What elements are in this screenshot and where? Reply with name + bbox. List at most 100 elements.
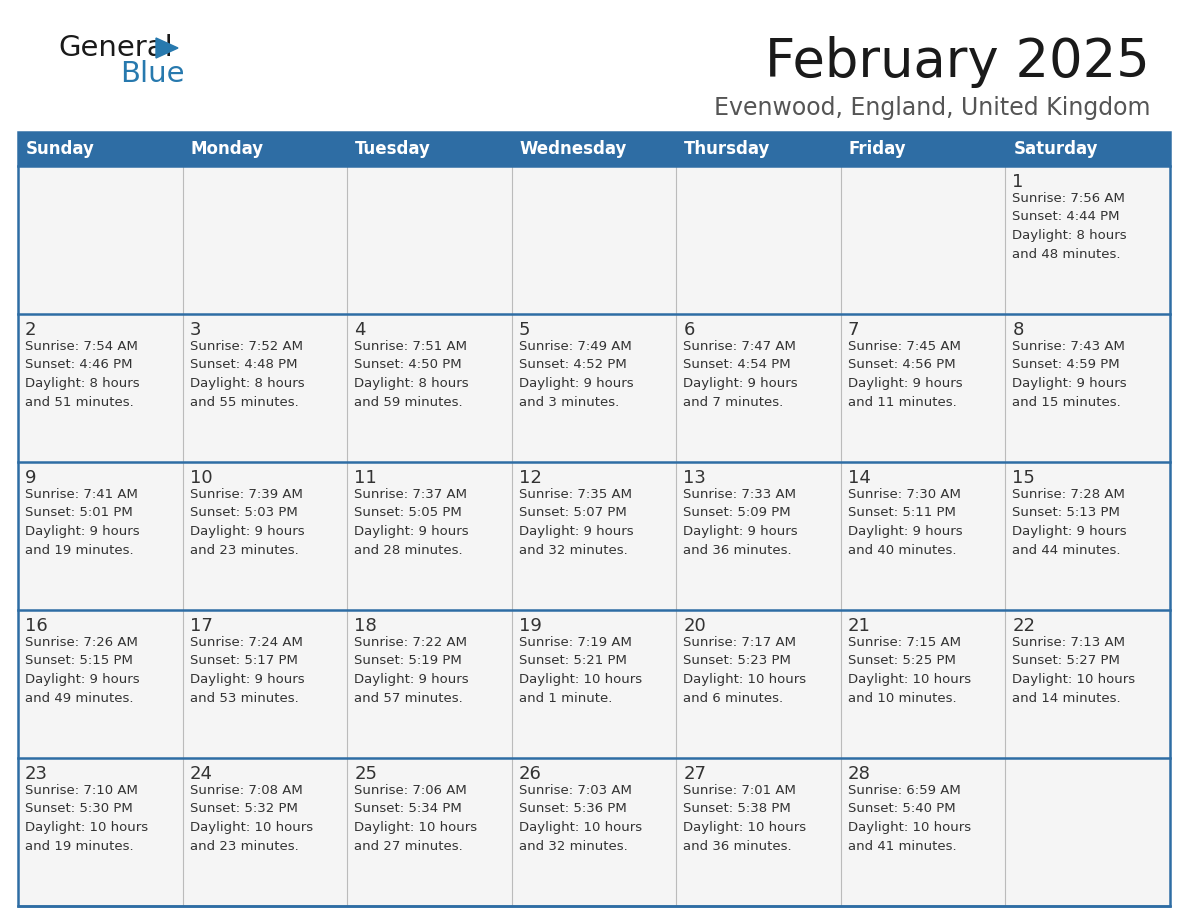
Text: 18: 18 <box>354 617 377 635</box>
Text: Monday: Monday <box>190 140 264 158</box>
Text: Sunrise: 7:03 AM
Sunset: 5:36 PM
Daylight: 10 hours
and 32 minutes.: Sunrise: 7:03 AM Sunset: 5:36 PM Dayligh… <box>519 784 642 853</box>
Text: 26: 26 <box>519 765 542 783</box>
Text: February 2025: February 2025 <box>765 36 1150 88</box>
Text: 14: 14 <box>848 469 871 487</box>
Bar <box>676 758 841 906</box>
Text: Tuesday: Tuesday <box>355 140 431 158</box>
Text: Sunrise: 7:49 AM
Sunset: 4:52 PM
Daylight: 9 hours
and 3 minutes.: Sunrise: 7:49 AM Sunset: 4:52 PM Dayligh… <box>519 340 633 409</box>
Bar <box>1005 758 1170 906</box>
Text: 6: 6 <box>683 321 695 339</box>
Text: Sunrise: 7:47 AM
Sunset: 4:54 PM
Daylight: 9 hours
and 7 minutes.: Sunrise: 7:47 AM Sunset: 4:54 PM Dayligh… <box>683 340 798 409</box>
Bar <box>1005 610 1170 758</box>
Text: Wednesday: Wednesday <box>519 140 627 158</box>
Text: 7: 7 <box>848 321 859 339</box>
Bar <box>347 758 512 906</box>
Bar <box>676 462 841 610</box>
Text: Sunrise: 7:41 AM
Sunset: 5:01 PM
Daylight: 9 hours
and 19 minutes.: Sunrise: 7:41 AM Sunset: 5:01 PM Dayligh… <box>25 488 140 556</box>
Text: Sunrise: 7:24 AM
Sunset: 5:17 PM
Daylight: 9 hours
and 53 minutes.: Sunrise: 7:24 AM Sunset: 5:17 PM Dayligh… <box>190 636 304 704</box>
Bar <box>512 462 676 610</box>
Text: Sunrise: 6:59 AM
Sunset: 5:40 PM
Daylight: 10 hours
and 41 minutes.: Sunrise: 6:59 AM Sunset: 5:40 PM Dayligh… <box>848 784 971 853</box>
Text: 24: 24 <box>190 765 213 783</box>
Text: 12: 12 <box>519 469 542 487</box>
Text: Sunrise: 7:13 AM
Sunset: 5:27 PM
Daylight: 10 hours
and 14 minutes.: Sunrise: 7:13 AM Sunset: 5:27 PM Dayligh… <box>1012 636 1136 704</box>
Text: Sunrise: 7:08 AM
Sunset: 5:32 PM
Daylight: 10 hours
and 23 minutes.: Sunrise: 7:08 AM Sunset: 5:32 PM Dayligh… <box>190 784 312 853</box>
Text: Sunrise: 7:39 AM
Sunset: 5:03 PM
Daylight: 9 hours
and 23 minutes.: Sunrise: 7:39 AM Sunset: 5:03 PM Dayligh… <box>190 488 304 556</box>
Bar <box>347 314 512 462</box>
Bar <box>512 314 676 462</box>
Text: 15: 15 <box>1012 469 1035 487</box>
Bar <box>18 314 183 462</box>
Bar <box>18 462 183 610</box>
Text: 2: 2 <box>25 321 37 339</box>
Text: Sunrise: 7:06 AM
Sunset: 5:34 PM
Daylight: 10 hours
and 27 minutes.: Sunrise: 7:06 AM Sunset: 5:34 PM Dayligh… <box>354 784 478 853</box>
Bar <box>841 166 1005 314</box>
Bar <box>841 610 1005 758</box>
Bar <box>676 166 841 314</box>
Text: 3: 3 <box>190 321 201 339</box>
Bar <box>676 314 841 462</box>
Bar <box>841 314 1005 462</box>
Text: 21: 21 <box>848 617 871 635</box>
Text: 19: 19 <box>519 617 542 635</box>
Text: 23: 23 <box>25 765 48 783</box>
Text: Sunrise: 7:54 AM
Sunset: 4:46 PM
Daylight: 8 hours
and 51 minutes.: Sunrise: 7:54 AM Sunset: 4:46 PM Dayligh… <box>25 340 140 409</box>
Text: Sunrise: 7:22 AM
Sunset: 5:19 PM
Daylight: 9 hours
and 57 minutes.: Sunrise: 7:22 AM Sunset: 5:19 PM Dayligh… <box>354 636 469 704</box>
Text: Sunrise: 7:52 AM
Sunset: 4:48 PM
Daylight: 8 hours
and 55 minutes.: Sunrise: 7:52 AM Sunset: 4:48 PM Dayligh… <box>190 340 304 409</box>
Text: Sunrise: 7:33 AM
Sunset: 5:09 PM
Daylight: 9 hours
and 36 minutes.: Sunrise: 7:33 AM Sunset: 5:09 PM Dayligh… <box>683 488 798 556</box>
Bar <box>18 132 1170 166</box>
Bar <box>347 610 512 758</box>
Text: 22: 22 <box>1012 617 1036 635</box>
Text: Friday: Friday <box>849 140 906 158</box>
Bar <box>841 758 1005 906</box>
Text: 25: 25 <box>354 765 377 783</box>
Bar <box>183 166 347 314</box>
Text: 16: 16 <box>25 617 48 635</box>
Text: 4: 4 <box>354 321 366 339</box>
Bar <box>512 166 676 314</box>
Bar <box>18 758 183 906</box>
Text: Sunrise: 7:56 AM
Sunset: 4:44 PM
Daylight: 8 hours
and 48 minutes.: Sunrise: 7:56 AM Sunset: 4:44 PM Dayligh… <box>1012 192 1127 261</box>
Text: Saturday: Saturday <box>1013 140 1098 158</box>
Text: 11: 11 <box>354 469 377 487</box>
Text: Sunrise: 7:26 AM
Sunset: 5:15 PM
Daylight: 9 hours
and 49 minutes.: Sunrise: 7:26 AM Sunset: 5:15 PM Dayligh… <box>25 636 140 704</box>
Bar <box>1005 462 1170 610</box>
Bar <box>1005 166 1170 314</box>
Text: General: General <box>58 34 172 62</box>
Text: 28: 28 <box>848 765 871 783</box>
Bar <box>18 610 183 758</box>
Text: 5: 5 <box>519 321 530 339</box>
Bar <box>676 610 841 758</box>
Text: 9: 9 <box>25 469 37 487</box>
Bar <box>1005 314 1170 462</box>
Text: 1: 1 <box>1012 173 1024 191</box>
Bar <box>183 610 347 758</box>
Text: 8: 8 <box>1012 321 1024 339</box>
Text: Sunrise: 7:19 AM
Sunset: 5:21 PM
Daylight: 10 hours
and 1 minute.: Sunrise: 7:19 AM Sunset: 5:21 PM Dayligh… <box>519 636 642 704</box>
Bar <box>183 462 347 610</box>
Text: Sunrise: 7:15 AM
Sunset: 5:25 PM
Daylight: 10 hours
and 10 minutes.: Sunrise: 7:15 AM Sunset: 5:25 PM Dayligh… <box>848 636 971 704</box>
Polygon shape <box>156 38 178 58</box>
Bar <box>347 462 512 610</box>
Text: Sunrise: 7:30 AM
Sunset: 5:11 PM
Daylight: 9 hours
and 40 minutes.: Sunrise: 7:30 AM Sunset: 5:11 PM Dayligh… <box>848 488 962 556</box>
Text: 10: 10 <box>190 469 213 487</box>
Text: Sunrise: 7:10 AM
Sunset: 5:30 PM
Daylight: 10 hours
and 19 minutes.: Sunrise: 7:10 AM Sunset: 5:30 PM Dayligh… <box>25 784 148 853</box>
Text: Sunrise: 7:45 AM
Sunset: 4:56 PM
Daylight: 9 hours
and 11 minutes.: Sunrise: 7:45 AM Sunset: 4:56 PM Dayligh… <box>848 340 962 409</box>
Bar <box>183 758 347 906</box>
Bar <box>512 758 676 906</box>
Bar <box>512 610 676 758</box>
Text: Sunday: Sunday <box>26 140 95 158</box>
Text: Sunrise: 7:43 AM
Sunset: 4:59 PM
Daylight: 9 hours
and 15 minutes.: Sunrise: 7:43 AM Sunset: 4:59 PM Dayligh… <box>1012 340 1127 409</box>
Text: 17: 17 <box>190 617 213 635</box>
Text: Blue: Blue <box>120 60 184 88</box>
Text: Sunrise: 7:51 AM
Sunset: 4:50 PM
Daylight: 8 hours
and 59 minutes.: Sunrise: 7:51 AM Sunset: 4:50 PM Dayligh… <box>354 340 469 409</box>
Text: Thursday: Thursday <box>684 140 771 158</box>
Text: Sunrise: 7:37 AM
Sunset: 5:05 PM
Daylight: 9 hours
and 28 minutes.: Sunrise: 7:37 AM Sunset: 5:05 PM Dayligh… <box>354 488 469 556</box>
Bar <box>18 132 1170 906</box>
Text: Sunrise: 7:35 AM
Sunset: 5:07 PM
Daylight: 9 hours
and 32 minutes.: Sunrise: 7:35 AM Sunset: 5:07 PM Dayligh… <box>519 488 633 556</box>
Text: Sunrise: 7:01 AM
Sunset: 5:38 PM
Daylight: 10 hours
and 36 minutes.: Sunrise: 7:01 AM Sunset: 5:38 PM Dayligh… <box>683 784 807 853</box>
Text: 27: 27 <box>683 765 707 783</box>
Text: Evenwood, England, United Kingdom: Evenwood, England, United Kingdom <box>714 96 1150 120</box>
Text: 20: 20 <box>683 617 706 635</box>
Bar <box>18 166 183 314</box>
Text: Sunrise: 7:28 AM
Sunset: 5:13 PM
Daylight: 9 hours
and 44 minutes.: Sunrise: 7:28 AM Sunset: 5:13 PM Dayligh… <box>1012 488 1127 556</box>
